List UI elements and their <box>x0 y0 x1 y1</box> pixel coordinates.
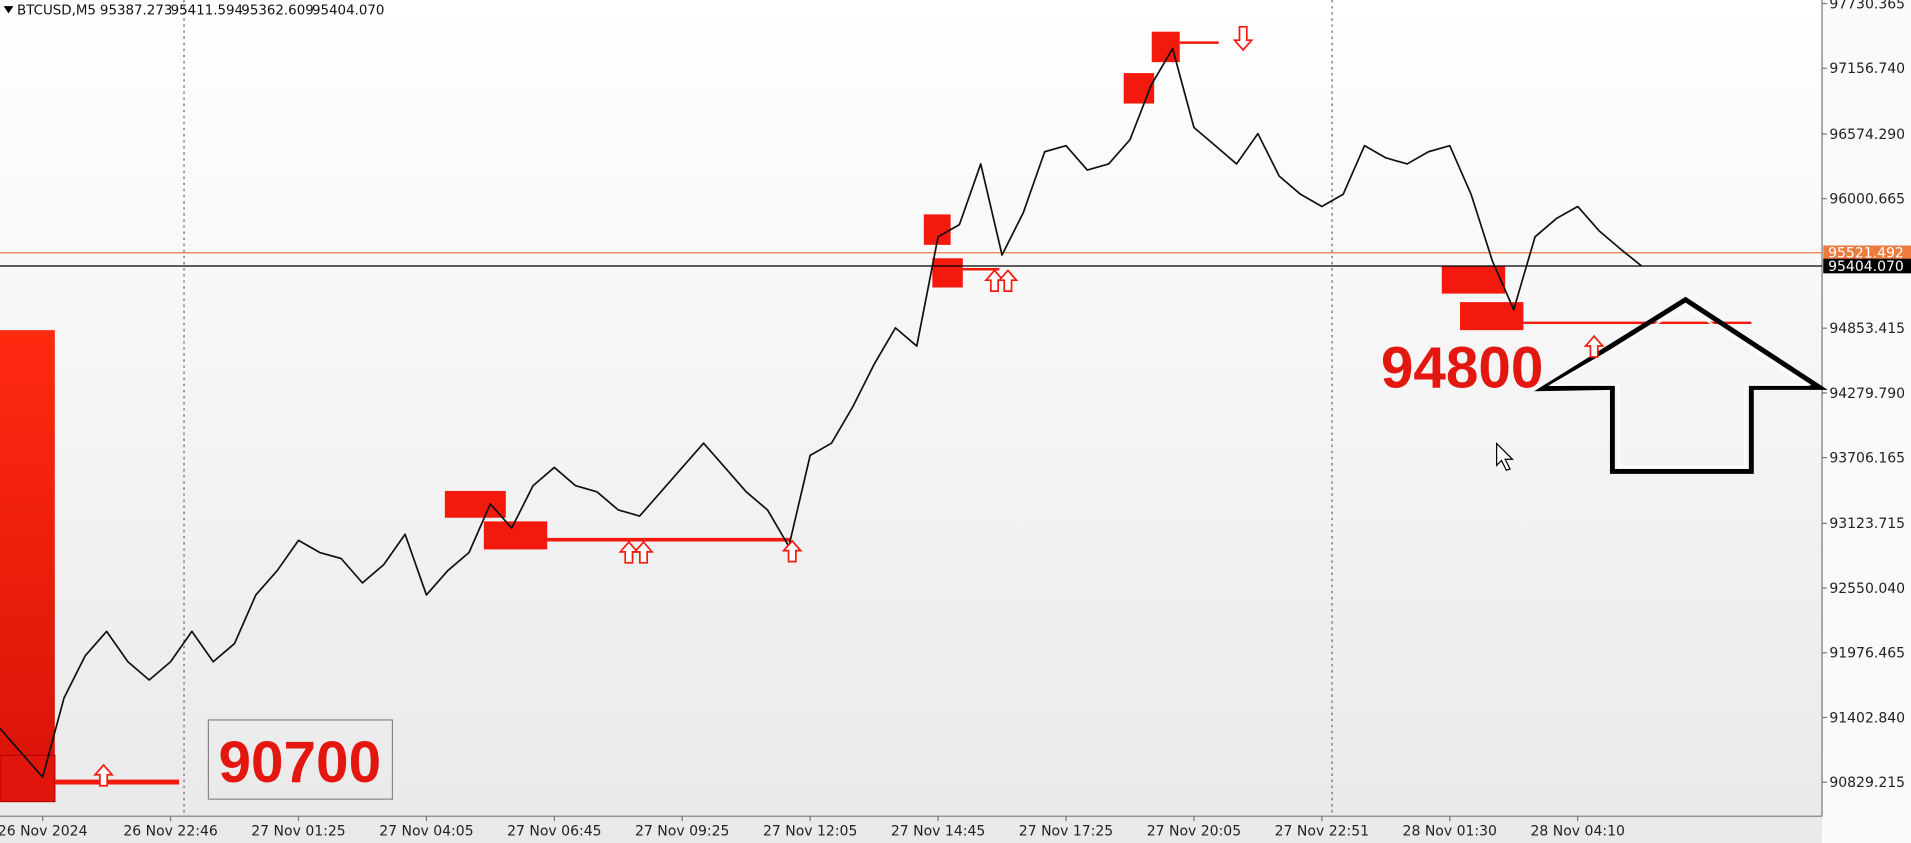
y-tick-label: 96574.290 <box>1829 127 1905 143</box>
price-line <box>0 47 1643 779</box>
quote: 95362.609 <box>241 4 313 19</box>
x-tick-label: 28 Nov 01:30 <box>1403 824 1497 840</box>
cursor <box>1496 441 1514 471</box>
y-tick-label: 93706.165 <box>1829 450 1905 466</box>
signal-arrow-down <box>1232 25 1254 52</box>
annotation: 90700 <box>218 730 381 795</box>
x-tick-label: 26 Nov 22:46 <box>123 824 217 840</box>
y-tick-label: 97730.365 <box>1829 0 1905 12</box>
y-tick-label: 97156.740 <box>1829 61 1905 77</box>
signal-arrow-up <box>93 763 115 787</box>
big-arrow <box>1534 296 1828 474</box>
x-tick-label: 27 Nov 14:45 <box>891 824 985 840</box>
zone <box>932 258 963 288</box>
y-tick-label: 91976.465 <box>1829 646 1905 662</box>
y-tick-label: 94279.790 <box>1829 386 1905 402</box>
x-tick-label: 27 Nov 20:05 <box>1147 824 1241 840</box>
zone <box>0 330 55 802</box>
quote: 95404.070 <box>312 4 384 19</box>
annotation: 94800 <box>1381 335 1544 400</box>
y-tick-label: 93123.715 <box>1829 516 1905 532</box>
x-tick-label: 27 Nov 17:25 <box>1019 824 1113 840</box>
y-tick-label: 90829.215 <box>1829 775 1905 791</box>
price-axis-bg <box>1822 0 1911 843</box>
zone <box>483 521 548 550</box>
signal-arrow-up <box>633 540 654 564</box>
signal-arrow-up <box>1583 334 1605 358</box>
signal-arrow-up <box>997 269 1019 293</box>
big-arrow-inner <box>1548 305 1811 468</box>
quote: 95411.594 <box>171 4 243 19</box>
annotation-box <box>207 719 394 800</box>
price-label-bg <box>1823 245 1911 261</box>
zone <box>444 490 506 518</box>
y-tick-label: 96000.665 <box>1829 192 1905 208</box>
zones <box>0 31 1752 803</box>
x-tick-label: 27 Nov 09:25 <box>635 824 729 840</box>
x-tick-label: 27 Nov 12:05 <box>763 824 857 840</box>
quote: 95387.273 <box>100 4 172 19</box>
y-tick-label: 94853.415 <box>1829 321 1905 337</box>
x-tick-label: 27 Nov 01:25 <box>251 824 345 840</box>
price-label: 95404.070 <box>1828 259 1904 275</box>
x-tick-label: 26 Nov 2024 <box>0 824 88 840</box>
x-tick-label: 27 Nov 22:51 <box>1275 824 1369 840</box>
y-tick-label: 91402.840 <box>1829 710 1905 726</box>
x-tick-label: 27 Nov 04:05 <box>379 824 473 840</box>
signal-arrow-up <box>781 539 803 563</box>
zone <box>1441 265 1506 294</box>
price-label-bg <box>1823 258 1911 274</box>
menu-arrow <box>3 6 14 14</box>
symbol: BTCUSD,M5 <box>17 4 96 19</box>
price-label: 95521.492 <box>1828 246 1904 262</box>
x-tick-label: 28 Nov 04:10 <box>1530 824 1624 840</box>
x-tick-label: 27 Nov 06:45 <box>507 824 601 840</box>
y-tick-label: 92550.040 <box>1829 581 1905 597</box>
